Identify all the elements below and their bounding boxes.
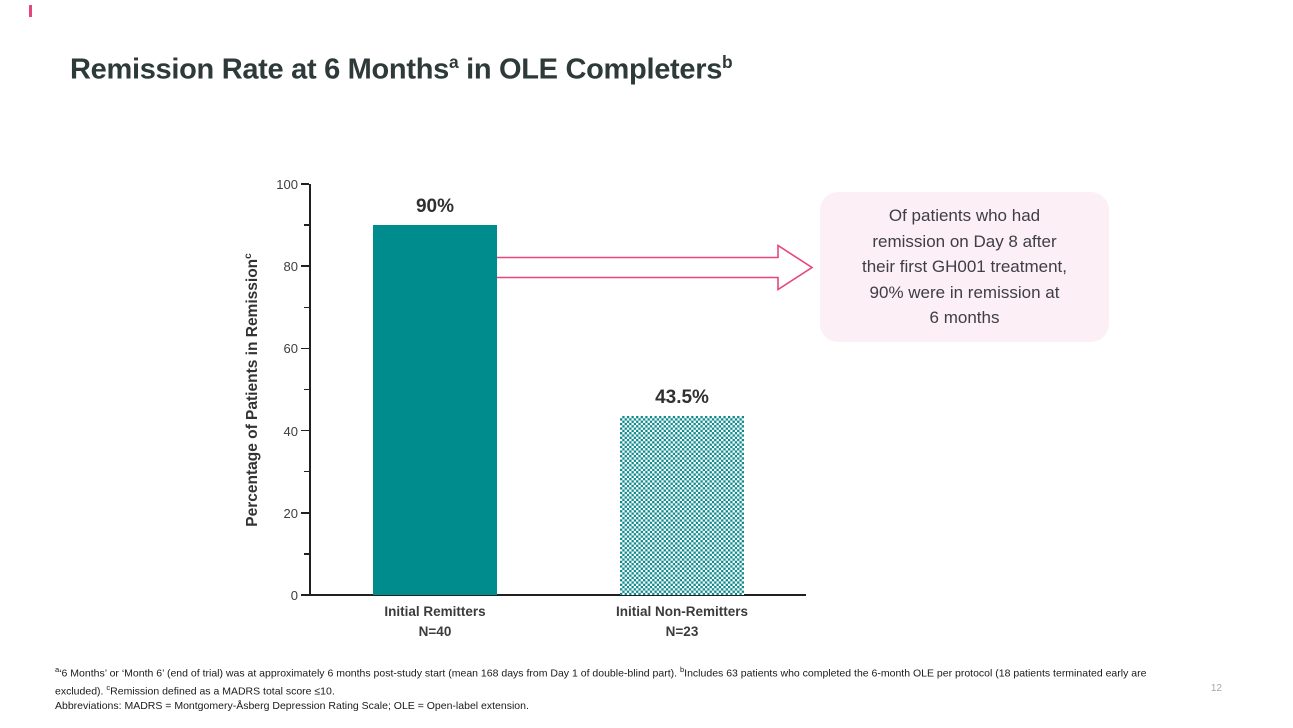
footnote-superscript-b: b <box>679 665 685 674</box>
y-tick-mark <box>301 347 309 350</box>
y-minor-tick-mark <box>304 388 309 391</box>
y-tick-mark <box>301 265 309 267</box>
y-tick-label: 0 <box>290 588 298 603</box>
callout-line: Of patients who had <box>888 206 1041 226</box>
callout-box: Of patients who had remission on Day 8 a… <box>820 192 1109 342</box>
footnote-text: Remission defined as a MADRS total score… <box>110 685 335 698</box>
footnote-superscript-a: a <box>55 665 60 674</box>
y-tick-label: 20 <box>283 505 298 521</box>
title-superscript-b: b <box>722 52 733 72</box>
footnote-text: excluded). <box>55 685 107 698</box>
y-tick-mark <box>301 429 309 432</box>
y-tick-mark <box>301 183 309 185</box>
x-axis-category-label: Initial Remitters N=40 <box>325 602 545 642</box>
y-tick-label: 80 <box>283 259 298 275</box>
callout-line: 6 months <box>929 308 1000 328</box>
callout-line: 90% were in remission at <box>869 282 1060 302</box>
page-number: 12 <box>1210 683 1222 694</box>
footnote-line: Abbreviations: MADRS = Montgomery-Åsberg… <box>55 699 1146 714</box>
y-axis-title-text: Percentage of Patients in Remission <box>244 258 262 527</box>
footnote-text: ‘6 Months’ or ‘Month 6’ (end of trial) w… <box>59 667 680 680</box>
category-name: Initial Remitters <box>384 604 486 619</box>
y-tick-mark <box>301 594 309 596</box>
callout-line: remission on Day 8 after <box>872 231 1057 251</box>
y-axis-line <box>308 184 311 596</box>
category-n: N=23 <box>665 624 699 639</box>
footnote-line: excluded). cRemission defined as a MADRS… <box>55 681 1146 699</box>
y-minor-tick-mark <box>304 224 309 226</box>
y-minor-tick-mark <box>304 553 309 555</box>
bar-value-label: 90% <box>415 196 455 218</box>
x-axis-category-label: Initial Non-Remitters N=23 <box>572 602 792 642</box>
title-superscript-a: a <box>448 52 459 72</box>
y-tick-label: 100 <box>276 177 298 192</box>
footnote-text: Includes 63 patients who completed the 6… <box>684 667 1147 680</box>
bar-value-label: 43.5% <box>655 387 709 409</box>
footnotes: a‘6 Months’ or ‘Month 6’ (end of trial) … <box>55 663 1146 714</box>
category-name: Initial Non-Remitters <box>615 604 748 619</box>
title-text-1: Remission Rate at 6 Months <box>70 53 449 86</box>
y-axis-title: Percentage of Patients in Remissionc <box>243 205 263 575</box>
y-tick-label: 40 <box>283 423 298 439</box>
y-minor-tick-mark <box>304 306 309 308</box>
bar-initial-remitters <box>373 225 497 595</box>
footnote-line: a‘6 Months’ or ‘Month 6’ (end of trial) … <box>55 663 1146 681</box>
y-minor-tick-mark <box>304 471 309 473</box>
y-axis-title-superscript-c: c <box>243 253 254 259</box>
footnote-text: Abbreviations: MADRS = Montgomery-Åsberg… <box>55 700 529 713</box>
corner-accent-dash <box>29 5 32 17</box>
title-text-2: in OLE Completers <box>458 53 723 86</box>
callout-line: their first GH001 treatment, <box>861 257 1068 277</box>
page-title: Remission Rate at 6 Monthsa in OLE Compl… <box>70 52 733 87</box>
category-n: N=40 <box>418 624 452 639</box>
bar-initial-non-remitters <box>620 416 744 595</box>
footnote-superscript-c: c <box>106 683 111 693</box>
y-tick-mark <box>301 512 309 514</box>
x-axis-line <box>309 593 806 596</box>
y-tick-label: 60 <box>283 341 298 357</box>
callout-arrow-icon <box>497 244 814 291</box>
